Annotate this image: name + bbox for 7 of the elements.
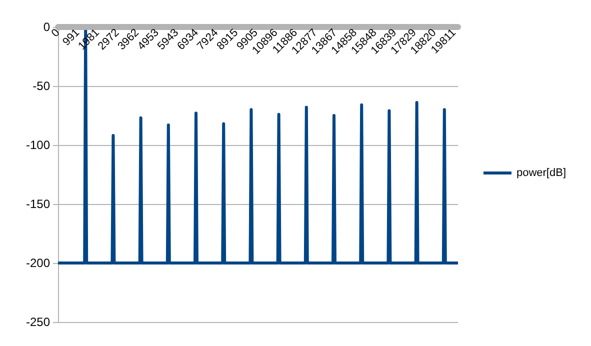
legend-label: power[dB] [516, 167, 566, 179]
y-tick-label: -150 [26, 197, 50, 211]
y-tick-label: -50 [32, 79, 50, 93]
x-tick-label: 0 [49, 26, 62, 40]
y-tick-label: -250 [26, 315, 50, 329]
y-tick-label: -100 [26, 138, 50, 152]
y-tick-label: -200 [26, 256, 50, 270]
